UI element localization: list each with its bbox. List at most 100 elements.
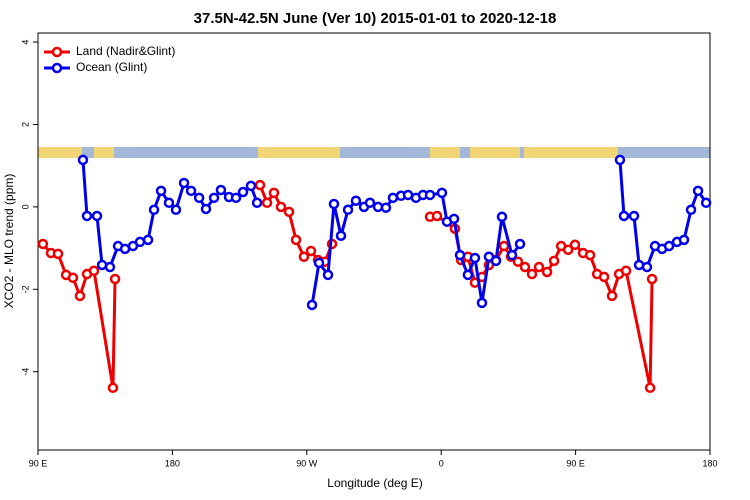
y-tick-label: -2 (20, 285, 30, 293)
data-point (37, 238, 49, 250)
data-point (306, 299, 318, 311)
data-point (290, 234, 302, 246)
data-point (148, 204, 160, 216)
data-point (134, 236, 146, 248)
map-land (524, 147, 618, 158)
legend-marker (51, 62, 63, 74)
data-point (163, 197, 175, 209)
data-point (692, 185, 704, 197)
data-point (496, 211, 508, 223)
x-tick-label: 0 (439, 458, 444, 468)
data-point (364, 197, 376, 209)
data-point (77, 154, 89, 166)
map-ocean (38, 147, 710, 158)
data-point (526, 268, 538, 280)
data-point (424, 189, 436, 201)
data-point (237, 186, 249, 198)
data-point (74, 290, 86, 302)
map-land (38, 147, 82, 158)
data-point (506, 249, 518, 261)
x-tick-label: 90 E (566, 458, 585, 468)
y-tick-label: 2 (20, 122, 30, 127)
x-tick-label: 180 (702, 458, 717, 468)
plot-frame (37, 32, 711, 451)
y-tick-label: 4 (20, 40, 30, 45)
data-point (91, 210, 103, 222)
data-point (155, 185, 167, 197)
legend-label: Land (Nadir&Glint) (76, 44, 175, 58)
data-point (569, 239, 581, 251)
data-point (548, 255, 560, 267)
data-point (275, 201, 287, 213)
data-point (185, 185, 197, 197)
data-point (261, 197, 273, 209)
data-point (298, 251, 310, 262)
data-point (283, 206, 295, 218)
legend-label: Ocean (Glint) (76, 60, 147, 74)
map-land (430, 147, 460, 158)
data-point (104, 261, 116, 273)
data-point (541, 266, 553, 278)
data-point (170, 204, 182, 216)
data-point (448, 213, 460, 225)
data-point (644, 382, 656, 394)
data-point (436, 187, 448, 199)
data-point (498, 240, 510, 252)
data-point (641, 261, 653, 273)
data-point (52, 248, 64, 260)
data-point (462, 269, 474, 281)
data-point (476, 297, 488, 309)
data-point (88, 265, 100, 277)
data-point (342, 204, 354, 216)
x-tick-label: 90 E (29, 458, 48, 468)
data-point (245, 180, 257, 192)
map-land (94, 147, 114, 158)
data-point (533, 261, 545, 273)
data-point (700, 197, 712, 209)
data-point (490, 255, 502, 267)
data-point (81, 210, 93, 222)
data-point (313, 257, 325, 269)
data-point (663, 240, 675, 252)
data-point (646, 273, 658, 285)
data-point (208, 192, 220, 204)
data-point (628, 210, 640, 222)
data-point (380, 202, 392, 213)
data-point (107, 382, 119, 394)
y-tick-label: 0 (20, 204, 30, 209)
data-point (350, 195, 362, 206)
plot-layer: 90 E 180 90 W 0 90 E 180 -4 -2 0 2 4 Land (Nadir&Gl… (20, 40, 717, 469)
data-point (512, 256, 524, 267)
data-point (67, 272, 79, 284)
data-point (322, 269, 334, 281)
legend-marker (51, 46, 63, 58)
data-point (178, 177, 190, 189)
data-point (215, 184, 227, 196)
data-point (618, 210, 630, 222)
data-point (109, 273, 121, 285)
data-point (620, 265, 632, 277)
data-point (193, 192, 205, 204)
data-point (142, 234, 154, 246)
data-point (678, 234, 690, 246)
data-point (251, 197, 263, 209)
data-point (562, 244, 574, 255)
data-point (200, 203, 212, 215)
data-point (387, 192, 399, 204)
y-tick-label: -4 (20, 368, 30, 376)
data-point (230, 192, 242, 204)
x-tick-label: 90 W (296, 458, 318, 468)
chart-title: 37.5N-42.5N June (Ver 10) 2015-01-01 to … (194, 10, 557, 27)
data-point (598, 271, 610, 283)
data-point (254, 179, 266, 191)
map-land (470, 147, 520, 158)
y-axis-label: XCO2 - MLO trend (ppm) (2, 174, 16, 309)
data-point (514, 238, 526, 250)
map-band (38, 147, 710, 158)
map-land (258, 147, 340, 158)
data-point (335, 230, 347, 241)
data-point (584, 249, 596, 261)
data-point (431, 210, 443, 222)
data-point (268, 187, 280, 199)
